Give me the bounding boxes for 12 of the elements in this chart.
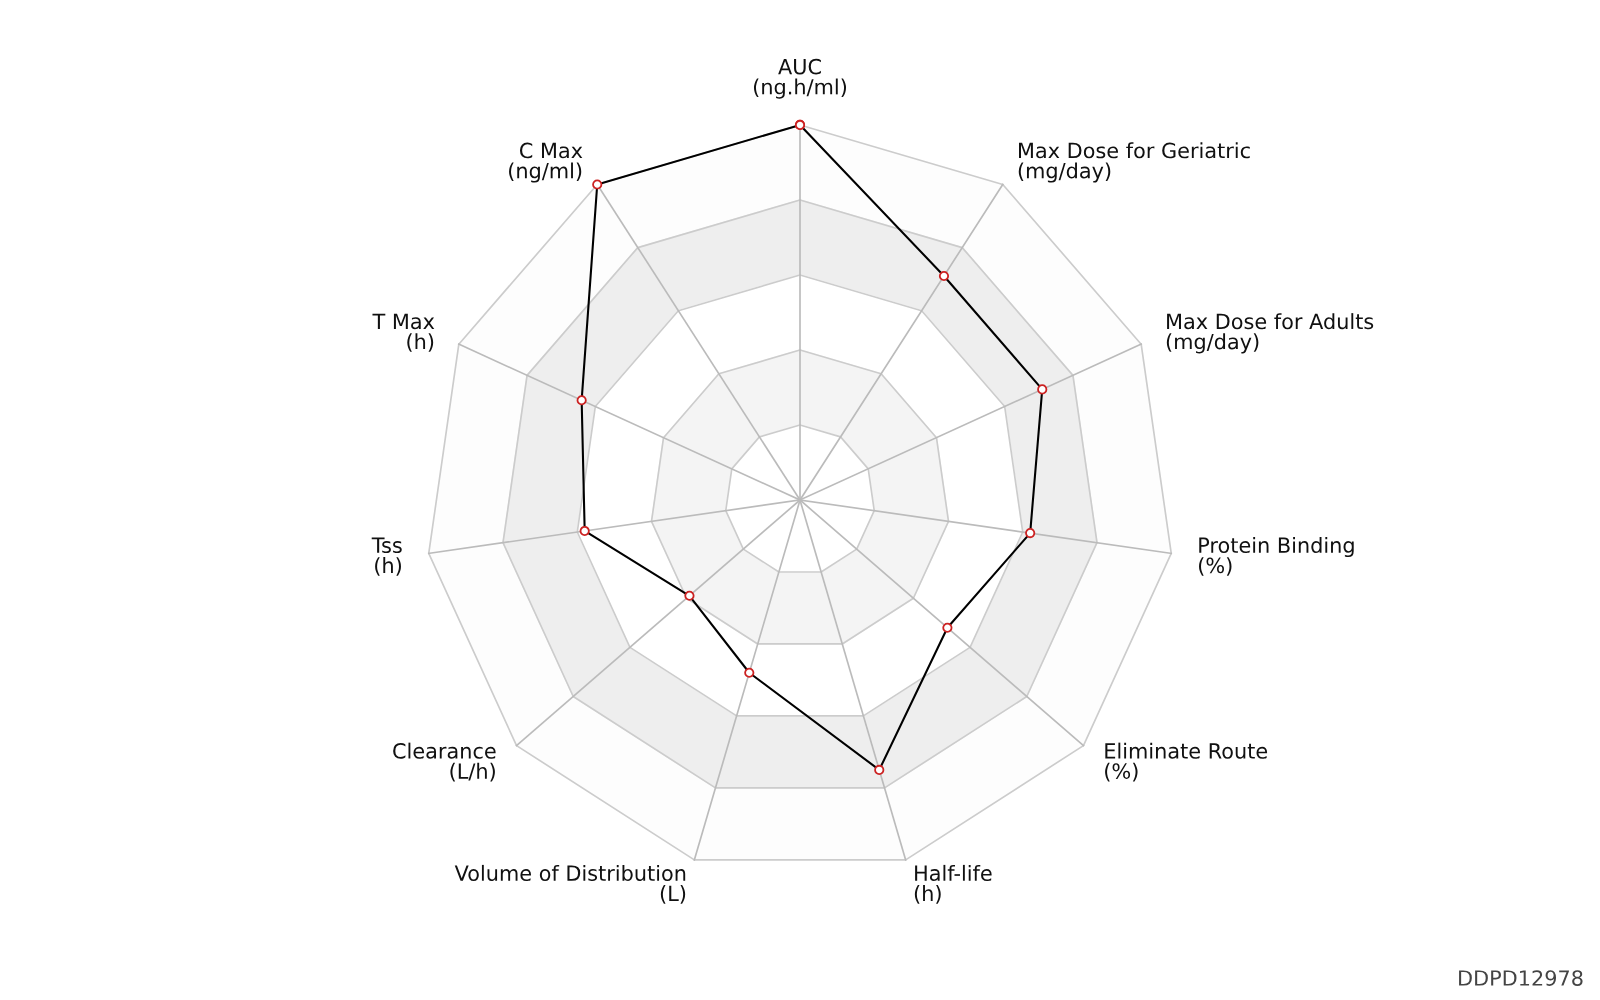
spoke-label: Eliminate Route (%) [1105,742,1268,782]
spoke-label: Protein Binding (%) [1199,536,1354,576]
spoke-label: Max Dose for Adults (mg/day) [1166,313,1374,354]
spoke-label: Max Dose for Geriatric (mg/day) [1018,142,1250,183]
text: DDPD12978 [1459,970,1583,986]
spoke-label: C Max (ng/ml) [509,142,583,183]
spoke-label: Tss (h) [371,537,402,576]
spoke-label: AUC (ng.h/ml) [753,58,847,99]
spoke-label: Volume of Distribution (L) [454,864,686,904]
spoke-label: Half-life (h) [914,864,992,904]
spoke-label: T Max (h) [372,313,435,352]
spoke-label: Clearance (L/h) [393,742,496,782]
